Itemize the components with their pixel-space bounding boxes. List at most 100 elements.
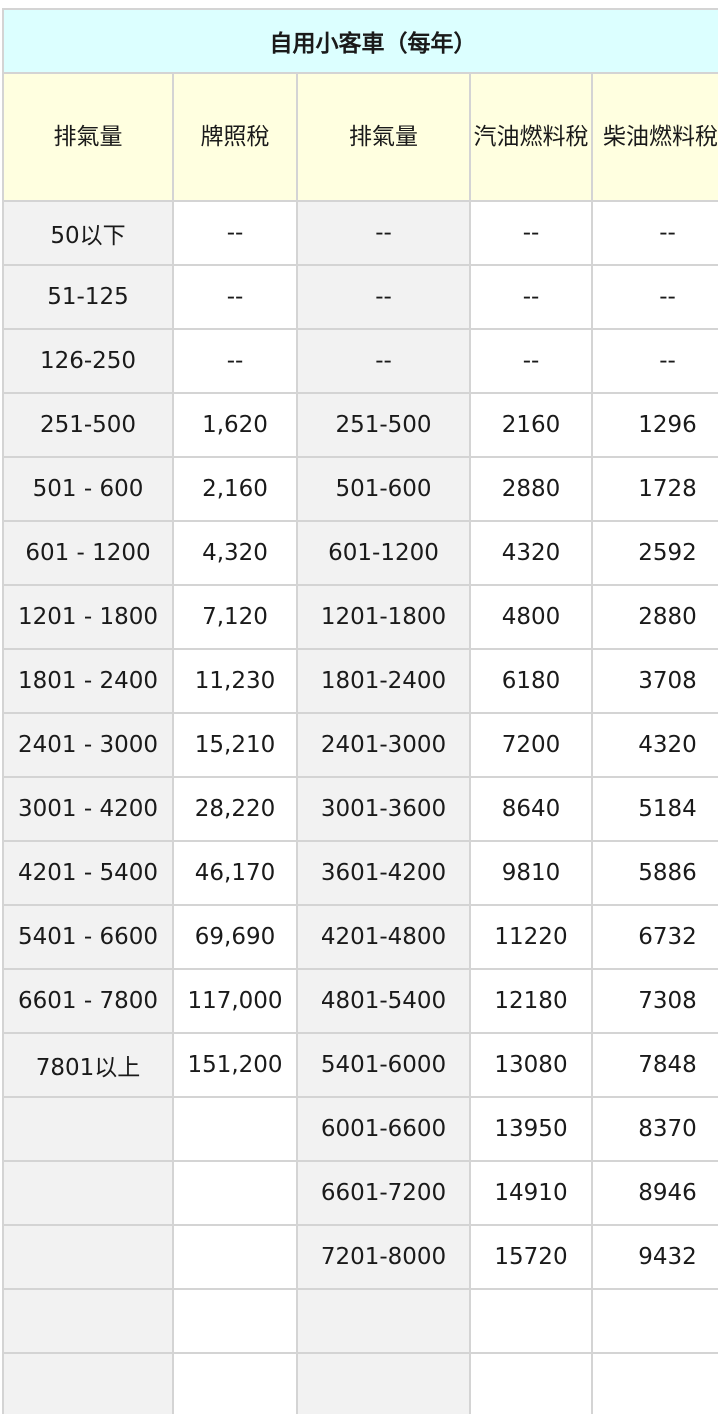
table-row: 6001-6600 13950 8370	[2, 1096, 718, 1162]
table-row: 501 - 600 2,160 501-600 2880 1728	[2, 456, 718, 522]
cell-license-tax	[172, 1224, 298, 1290]
cell-diesel-tax: 7848	[590, 1032, 718, 1098]
cell-license-tax: --	[172, 328, 298, 394]
cell-displacement-license: 4201 - 5400	[2, 840, 174, 906]
cell-license-tax: --	[172, 200, 298, 266]
table-row	[2, 1352, 718, 1414]
header-license-tax: 牌照稅	[172, 72, 298, 202]
cell-gasoline-tax	[469, 1288, 593, 1354]
cell-license-tax: 117,000	[172, 968, 298, 1034]
cell-diesel-tax: 2880	[590, 584, 718, 650]
cell-gasoline-tax	[469, 1352, 593, 1414]
cell-diesel-tax: --	[590, 200, 718, 266]
cell-displacement-fuel: 501-600	[296, 456, 471, 522]
table-row: 51-125 -- -- -- --	[2, 264, 718, 330]
cell-displacement-license: 2401 - 3000	[2, 712, 174, 778]
table-row: 2401 - 3000 15,210 2401-3000 7200 4320	[2, 712, 718, 778]
cell-diesel-tax: 1728	[590, 456, 718, 522]
cell-displacement-license: 601 - 1200	[2, 520, 174, 586]
cell-displacement-fuel: 7201-8000	[296, 1224, 471, 1290]
cell-license-tax	[172, 1096, 298, 1162]
cell-displacement-license: 50以下	[2, 200, 174, 266]
table-row: 1801 - 2400 11,230 1801-2400 6180 3708	[2, 648, 718, 714]
cell-diesel-tax: 5184	[590, 776, 718, 842]
cell-displacement-fuel: 4801-5400	[296, 968, 471, 1034]
header-row: 排氣量 牌照稅 排氣量 汽油燃料稅 柴油燃料稅	[2, 72, 718, 202]
cell-diesel-tax: --	[590, 264, 718, 330]
cell-license-tax: 2,160	[172, 456, 298, 522]
table-row: 5401 - 6600 69,690 4201-4800 11220 6732	[2, 904, 718, 970]
table-row: 126-250 -- -- -- --	[2, 328, 718, 394]
header-gasoline-fuel-tax: 汽油燃料稅	[469, 72, 593, 202]
cell-diesel-tax: 7308	[590, 968, 718, 1034]
cell-gasoline-tax: 2880	[469, 456, 593, 522]
table-row: 251-500 1,620 251-500 2160 1296	[2, 392, 718, 458]
cell-gasoline-tax: 8640	[469, 776, 593, 842]
cell-license-tax: 28,220	[172, 776, 298, 842]
cell-diesel-tax	[590, 1352, 718, 1414]
cell-gasoline-tax: 11220	[469, 904, 593, 970]
cell-displacement-fuel: 2401-3000	[296, 712, 471, 778]
cell-displacement-fuel: 3601-4200	[296, 840, 471, 906]
cell-displacement-fuel	[296, 1288, 471, 1354]
cell-license-tax: 4,320	[172, 520, 298, 586]
cell-gasoline-tax: 12180	[469, 968, 593, 1034]
cell-displacement-fuel: 251-500	[296, 392, 471, 458]
cell-displacement-fuel: 6601-7200	[296, 1160, 471, 1226]
cell-gasoline-tax: --	[469, 328, 593, 394]
cell-license-tax: 7,120	[172, 584, 298, 650]
cell-diesel-tax: 4320	[590, 712, 718, 778]
cell-displacement-license	[2, 1224, 174, 1290]
cell-displacement-license: 501 - 600	[2, 456, 174, 522]
cell-diesel-tax: 3708	[590, 648, 718, 714]
cell-license-tax: 151,200	[172, 1032, 298, 1098]
cell-license-tax: 69,690	[172, 904, 298, 970]
cell-gasoline-tax: --	[469, 200, 593, 266]
cell-license-tax	[172, 1160, 298, 1226]
cell-displacement-fuel: --	[296, 200, 471, 266]
cell-displacement-license: 51-125	[2, 264, 174, 330]
cell-displacement-license	[2, 1288, 174, 1354]
cell-displacement-fuel: 6001-6600	[296, 1096, 471, 1162]
cell-displacement-fuel: 5401-6000	[296, 1032, 471, 1098]
cell-gasoline-tax: 13950	[469, 1096, 593, 1162]
table-row: 4201 - 5400 46,170 3601-4200 9810 5886	[2, 840, 718, 906]
table-row: 7201-8000 15720 9432	[2, 1224, 718, 1290]
cell-displacement-license: 6601 - 7800	[2, 968, 174, 1034]
header-diesel-fuel-tax: 柴油燃料稅	[590, 72, 718, 202]
cell-gasoline-tax: 14910	[469, 1160, 593, 1226]
table-row: 601 - 1200 4,320 601-1200 4320 2592	[2, 520, 718, 586]
cell-gasoline-tax: 7200	[469, 712, 593, 778]
cell-gasoline-tax: 15720	[469, 1224, 593, 1290]
cell-gasoline-tax: 9810	[469, 840, 593, 906]
cell-displacement-fuel: 1201-1800	[296, 584, 471, 650]
table-row: 3001 - 4200 28,220 3001-3600 8640 5184	[2, 776, 718, 842]
cell-diesel-tax: 9432	[590, 1224, 718, 1290]
cell-displacement-license	[2, 1352, 174, 1414]
cell-diesel-tax: 8370	[590, 1096, 718, 1162]
cell-diesel-tax	[590, 1288, 718, 1354]
cell-gasoline-tax: 6180	[469, 648, 593, 714]
cell-gasoline-tax: --	[469, 264, 593, 330]
cell-displacement-license	[2, 1096, 174, 1162]
cell-displacement-license: 3001 - 4200	[2, 776, 174, 842]
header-displacement-license: 排氣量	[2, 72, 174, 202]
cell-diesel-tax: --	[590, 328, 718, 394]
cell-displacement-license: 5401 - 6600	[2, 904, 174, 970]
cell-displacement-license: 251-500	[2, 392, 174, 458]
table-row: 1201 - 1800 7,120 1201-1800 4800 2880	[2, 584, 718, 650]
cell-gasoline-tax: 4800	[469, 584, 593, 650]
cell-displacement-fuel: --	[296, 264, 471, 330]
cell-license-tax: 11,230	[172, 648, 298, 714]
cell-gasoline-tax: 13080	[469, 1032, 593, 1098]
cell-displacement-fuel: 4201-4800	[296, 904, 471, 970]
cell-diesel-tax: 1296	[590, 392, 718, 458]
table-row: 50以下 -- -- -- --	[2, 200, 718, 266]
cell-license-tax: 1,620	[172, 392, 298, 458]
table-row: 7801以上 151,200 5401-6000 13080 7848	[2, 1032, 718, 1098]
cell-displacement-license	[2, 1160, 174, 1226]
cell-gasoline-tax: 2160	[469, 392, 593, 458]
cell-diesel-tax: 5886	[590, 840, 718, 906]
cell-displacement-fuel: 3001-3600	[296, 776, 471, 842]
